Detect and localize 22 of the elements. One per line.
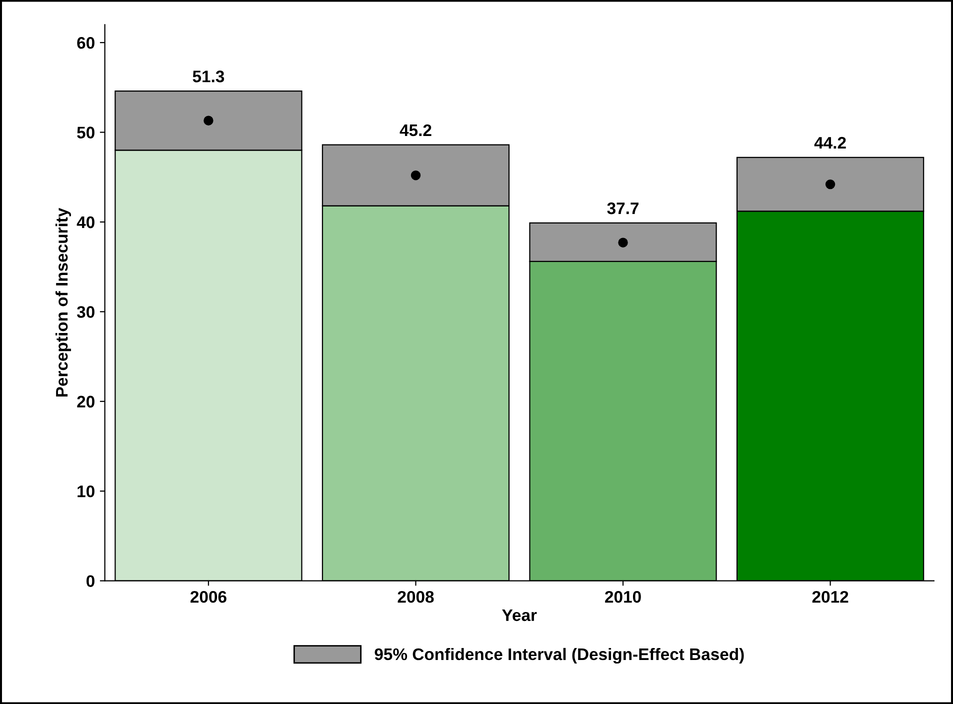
point	[410, 170, 421, 180]
data-label: 44.2	[814, 136, 846, 149]
legend-label: 95% Confidence Interval (Design-Effect Based)	[374, 648, 744, 664]
point	[618, 238, 628, 248]
point	[204, 116, 214, 126]
point	[825, 179, 836, 190]
y-tick-label: 10	[78, 486, 94, 498]
y-axis-title: Perception of Insecurity	[55, 208, 72, 397]
y-tick-label: 30	[76, 306, 94, 318]
y-tick-label: 50	[77, 126, 94, 138]
x-tick-label: 2006	[190, 590, 226, 603]
x-tick-label: 2012	[812, 590, 848, 603]
y-tick-label: 60	[77, 36, 94, 49]
data-label: 37.7	[607, 202, 639, 214]
data-label: 51.3	[192, 70, 224, 82]
data-label: 45.2	[400, 124, 432, 136]
x-tick-label: 2010	[605, 590, 641, 603]
y-tick-label: 40	[76, 216, 94, 228]
y-tick-label: 20	[77, 396, 94, 408]
x-axis-title: Year	[502, 609, 537, 622]
x-tick-label: 2008	[398, 590, 434, 603]
y-tick-label: 0	[86, 575, 94, 588]
